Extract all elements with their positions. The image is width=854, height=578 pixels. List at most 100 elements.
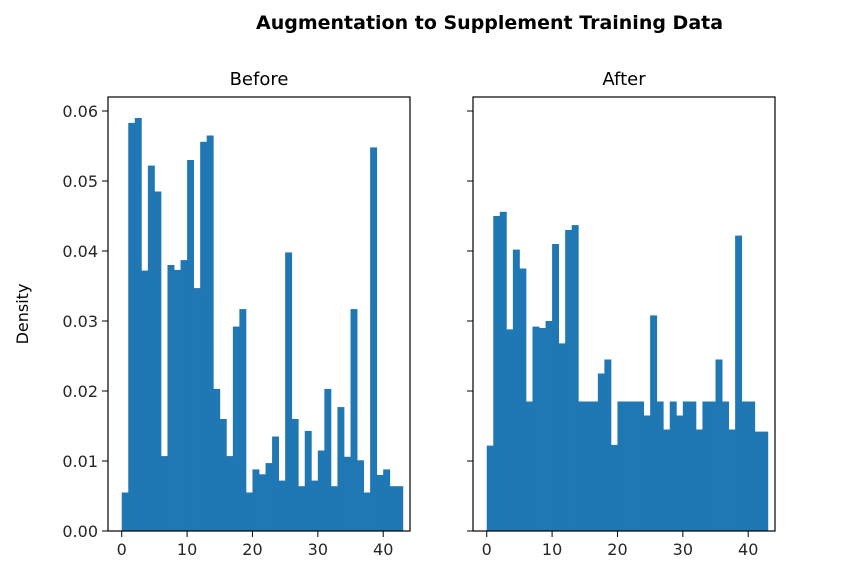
histogram-bar <box>656 401 664 531</box>
histogram-bar <box>317 450 325 531</box>
histogram-bar <box>200 141 208 532</box>
histogram-bar <box>174 269 181 531</box>
histogram-bar <box>396 486 404 531</box>
histogram-bar <box>180 260 188 531</box>
x-tick-label: 40 <box>373 540 393 559</box>
y-tick-label: 0.04 <box>62 242 98 261</box>
histogram-bar <box>519 268 527 531</box>
histogram-bar <box>610 444 618 531</box>
histogram-bar <box>370 147 378 531</box>
histogram-bar <box>630 401 638 531</box>
histogram-bar <box>128 122 136 532</box>
histogram-bar <box>663 429 671 531</box>
histogram-bar <box>499 211 507 532</box>
histogram-bar <box>702 401 710 531</box>
histogram-bar <box>239 309 247 531</box>
histogram-bar <box>578 401 586 531</box>
panel-before: 0 10 20 30 40 0.00 0.01 0.02 0.03 0.04 0.05 0.06 Bef… <box>13 69 411 559</box>
x-tick-label: 20 <box>607 540 627 559</box>
histogram-bar <box>259 474 266 531</box>
histogram-bar <box>591 401 599 531</box>
histogram-bar <box>565 230 573 531</box>
histogram-bar <box>539 328 546 531</box>
y-tick-label: 0.01 <box>62 452 98 471</box>
histogram-bar <box>285 252 293 531</box>
histogram-bar <box>624 401 631 531</box>
histogram-bar <box>121 492 129 531</box>
histogram-bar <box>735 235 743 531</box>
subplot-title: After <box>602 69 646 90</box>
histogram-bar <box>748 401 756 531</box>
histogram-bar <box>330 486 338 531</box>
panel-after: 0 10 20 30 40 After <box>467 69 776 559</box>
histogram-bar <box>193 288 201 531</box>
x-tick-label: 0 <box>117 540 127 559</box>
histogram-bar <box>134 118 142 531</box>
histogram-bar <box>357 460 364 531</box>
x-tick-label: 0 <box>482 540 492 559</box>
histogram-bar <box>147 165 155 531</box>
axes-frame <box>107 96 411 532</box>
figure-suptitle: Augmentation to Supplement Training Data <box>256 12 724 34</box>
histogram-bar <box>512 249 520 531</box>
histogram-bar <box>715 359 723 531</box>
histogram-bar <box>676 415 684 531</box>
histogram-bar <box>708 401 716 531</box>
histogram-bar <box>252 469 260 531</box>
histogram-bar <box>219 419 227 531</box>
y-tick-label: 0.06 <box>62 102 98 121</box>
histogram-bar <box>604 359 612 531</box>
histogram-bar <box>682 401 690 531</box>
histogram-bar <box>728 429 736 531</box>
x-tick-label: 20 <box>242 540 262 559</box>
subplot-title: Before <box>230 69 289 90</box>
y-axis-label: Density <box>13 284 32 345</box>
histogram-bar <box>486 445 494 531</box>
histogram-bar <box>695 429 703 531</box>
histogram-bar <box>754 431 762 531</box>
histogram-bar <box>571 225 579 531</box>
histogram-bar <box>311 480 319 531</box>
histogram-bar <box>643 415 651 531</box>
histogram-bar <box>545 321 553 531</box>
y-tick-label: 0.00 <box>62 522 98 541</box>
x-tick-label: 30 <box>673 540 693 559</box>
histogram-bar <box>493 216 501 531</box>
histogram-bar <box>506 329 514 531</box>
histogram-bar <box>213 388 221 531</box>
histogram-bar <box>265 463 273 531</box>
histogram-bar <box>637 401 645 531</box>
histogram-bar <box>304 430 312 531</box>
histogram-bar <box>272 436 280 531</box>
histogram-bar <box>376 475 384 531</box>
axes-frame <box>472 96 776 532</box>
histogram-bar <box>337 407 345 531</box>
y-tick-label: 0.02 <box>62 382 98 401</box>
histogram-bar <box>232 326 240 531</box>
histogram-bar <box>187 160 195 531</box>
histogram-bar <box>363 492 371 531</box>
histogram-bar <box>154 191 162 531</box>
histogram-bar <box>141 270 149 531</box>
histogram-bar <box>761 431 769 531</box>
histogram-bar <box>167 265 175 531</box>
histogram-bar <box>383 469 391 531</box>
histogram-bar <box>245 492 253 531</box>
histogram-bar <box>206 135 214 531</box>
histogram-bar <box>722 401 729 531</box>
histogram-bar <box>324 388 332 531</box>
histogram-bar <box>160 456 168 531</box>
x-tick-label: 10 <box>177 540 197 559</box>
x-tick-label: 40 <box>738 540 758 559</box>
histogram-bar <box>525 401 533 531</box>
histogram-bar <box>226 456 234 531</box>
histogram-bar <box>617 401 625 531</box>
x-tick-label: 30 <box>308 540 328 559</box>
histogram-bar <box>532 326 540 531</box>
histogram-bar <box>689 401 697 531</box>
histogram-bar <box>597 373 605 531</box>
histogram-bar <box>350 309 358 531</box>
x-tick-label: 10 <box>542 540 562 559</box>
